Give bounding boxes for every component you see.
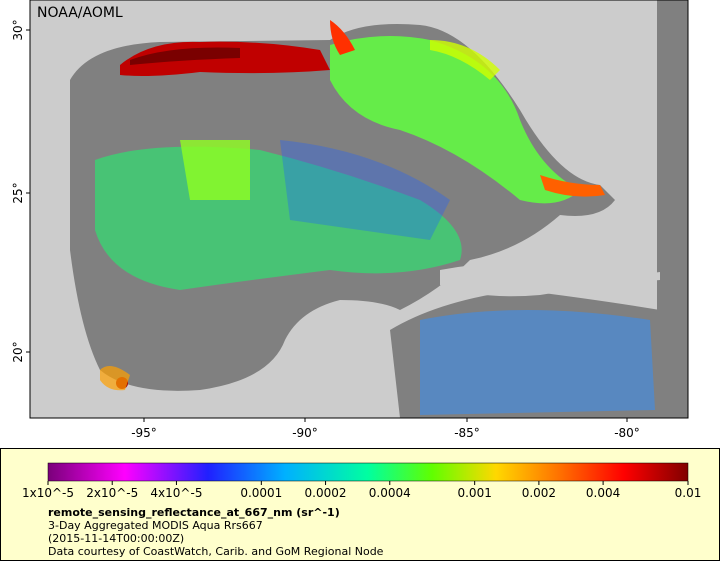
- colorbar: [47, 462, 689, 482]
- lon-label: -95°: [131, 426, 157, 440]
- lon-label: -90°: [292, 426, 318, 440]
- variable-name: remote_sensing_reflectance_at_667_nm (sr…: [48, 506, 340, 519]
- lon-label: -80°: [614, 426, 640, 440]
- colorbar-tick-label: 2x10^-5: [86, 486, 138, 500]
- colorbar-tick-label: 4x10^-5: [150, 486, 202, 500]
- map: [30, 0, 688, 418]
- legend-line: Data courtesy of CoastWatch, Carib. and …: [48, 545, 384, 558]
- colorbar-tick-label: 0.0002: [305, 486, 347, 500]
- colorbar-ticks: 1x10^-5 2x10^-5 4x10^-5 0.0001 0.0002 0.0004 0…: [22, 481, 701, 500]
- lon-label: -85°: [454, 426, 480, 440]
- colorbar-tick-label: 1x10^-5: [22, 486, 74, 500]
- lat-label: 30°: [11, 19, 25, 40]
- colorbar-tick-label: 0.001: [457, 486, 491, 500]
- colorbar-tick-label: 0.002: [522, 486, 556, 500]
- lon-axis: -95° -90° -85° -80°: [131, 418, 640, 440]
- colorbar-tick-label: 0.0004: [369, 486, 411, 500]
- lat-label: 20°: [11, 341, 25, 362]
- lat-axis: 30° 25° 20°: [11, 19, 30, 363]
- map-frame: [29, 0, 689, 419]
- lat-label: 25°: [11, 182, 25, 203]
- legend-line: 3-Day Aggregated MODIS Aqua Rrs667: [48, 519, 263, 532]
- colorbar-tick-label: 0.0001: [240, 486, 282, 500]
- colorbar-tick-label: 0.01: [675, 486, 702, 500]
- legend-line: (2015-11-14T00:00:00Z): [48, 532, 184, 545]
- credit: NOAA/AOML: [37, 5, 123, 21]
- colorbar-tick-label: 0.004: [586, 486, 620, 500]
